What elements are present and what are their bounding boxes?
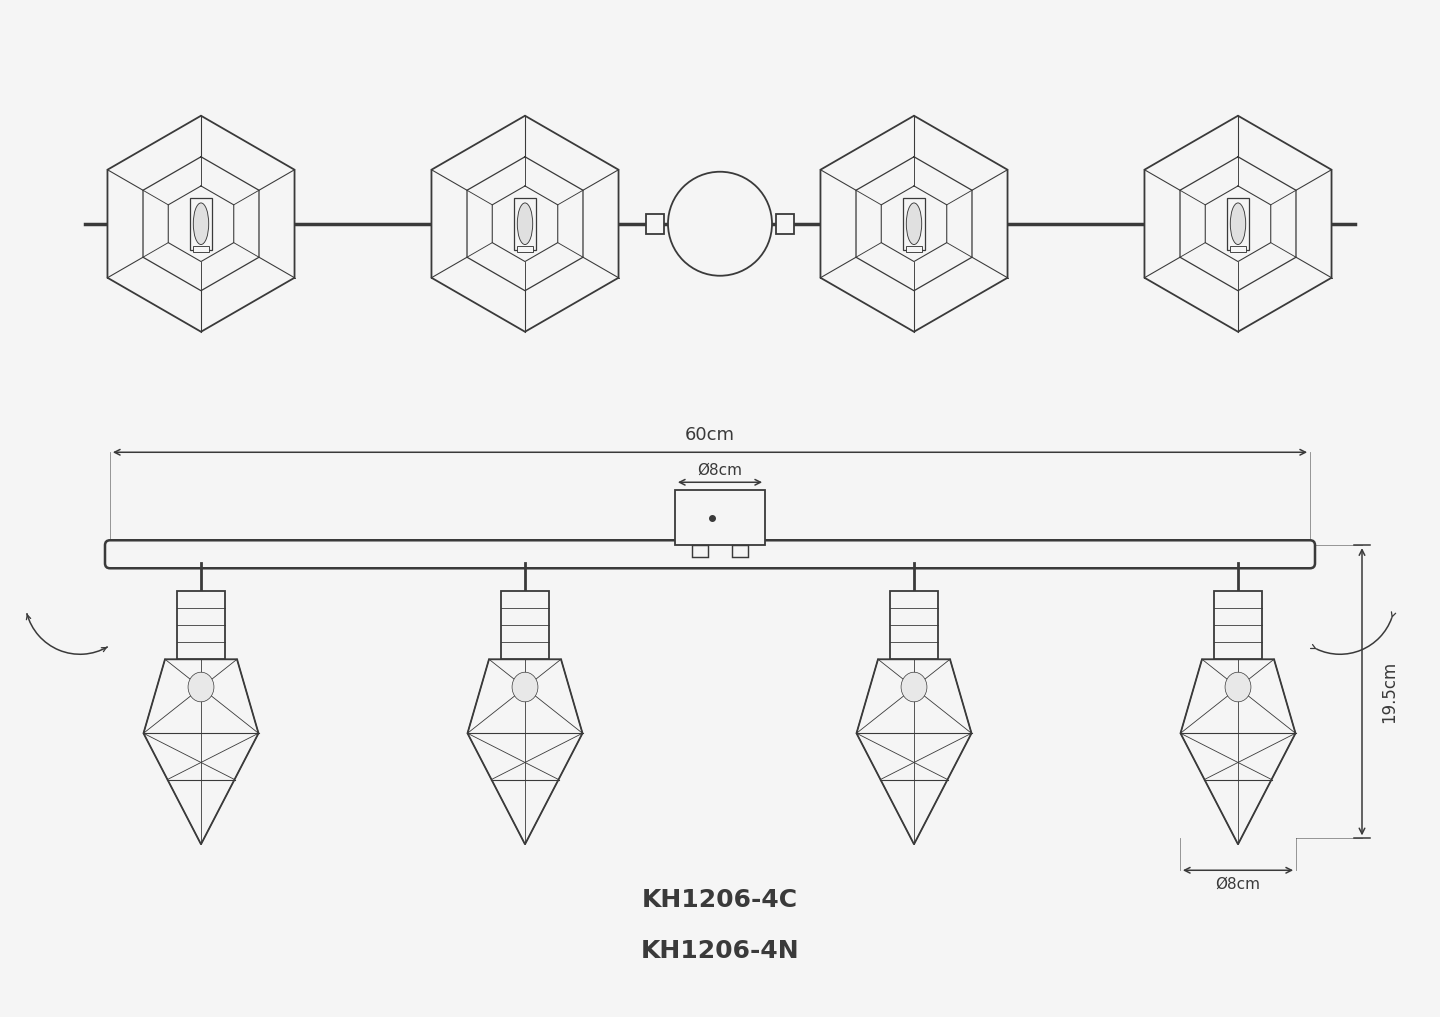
Ellipse shape	[906, 203, 922, 244]
Bar	[693, 545, 708, 557]
Bar	[906, 246, 922, 252]
Text: Ø8cm: Ø8cm	[1215, 877, 1260, 891]
Text: Ø8cm: Ø8cm	[697, 463, 743, 477]
Ellipse shape	[193, 203, 209, 244]
Bar	[903, 197, 924, 250]
Bar	[890, 591, 937, 659]
Bar	[1227, 197, 1248, 250]
Ellipse shape	[513, 672, 539, 702]
Polygon shape	[432, 116, 619, 332]
Ellipse shape	[1230, 203, 1246, 244]
Bar	[517, 246, 533, 252]
Ellipse shape	[189, 672, 215, 702]
Bar	[177, 591, 225, 659]
Bar	[776, 214, 793, 234]
Bar	[647, 214, 664, 234]
Bar	[501, 591, 549, 659]
Ellipse shape	[901, 672, 927, 702]
Polygon shape	[1145, 116, 1332, 332]
Bar	[1230, 246, 1246, 252]
Text: KH1206-4C: KH1206-4C	[642, 888, 798, 912]
Polygon shape	[821, 116, 1008, 332]
Polygon shape	[857, 659, 972, 844]
Polygon shape	[1181, 659, 1296, 844]
Bar	[514, 197, 536, 250]
Text: KH1206-4N: KH1206-4N	[641, 939, 799, 963]
Text: 60cm: 60cm	[685, 426, 734, 444]
Text: 19.5cm: 19.5cm	[1380, 661, 1398, 723]
Polygon shape	[468, 659, 583, 844]
Polygon shape	[144, 659, 259, 844]
Ellipse shape	[1225, 672, 1251, 702]
Bar	[675, 490, 765, 545]
Bar	[1214, 591, 1261, 659]
Circle shape	[668, 172, 772, 276]
Ellipse shape	[517, 203, 533, 244]
Bar	[193, 246, 209, 252]
Bar	[190, 197, 212, 250]
FancyBboxPatch shape	[105, 540, 1315, 569]
Polygon shape	[108, 116, 295, 332]
Bar	[732, 545, 747, 557]
